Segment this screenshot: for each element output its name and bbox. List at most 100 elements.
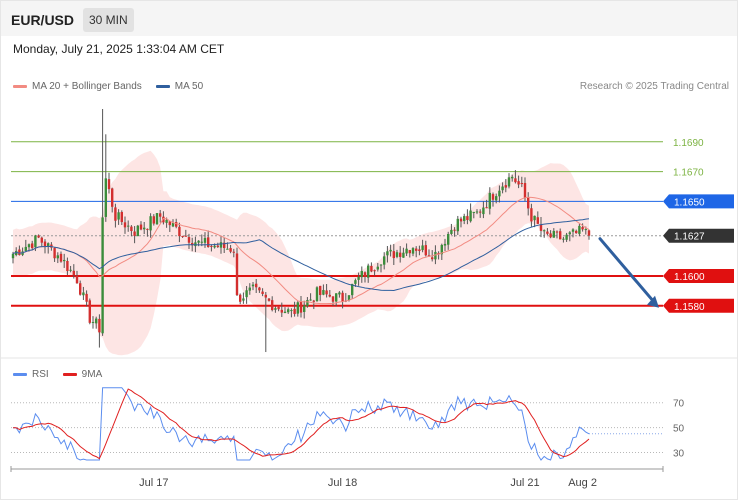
candle-body <box>408 250 411 254</box>
candle-body <box>463 216 466 221</box>
candle-body <box>223 242 226 249</box>
candle-body <box>392 251 395 259</box>
level-tag-1.1580: 1.1580 <box>663 298 734 313</box>
candle-body <box>235 253 239 296</box>
candle-body <box>575 230 578 234</box>
candle-body <box>299 301 303 313</box>
candle-body <box>18 249 21 256</box>
candle-body <box>107 179 111 190</box>
rsi-tick-70: 70 <box>673 399 685 410</box>
candle-body <box>47 243 50 247</box>
candle-body <box>213 245 216 248</box>
candle-body <box>424 245 427 256</box>
candle-body <box>152 216 155 224</box>
rsi-layer: 70 50 30 <box>1 357 737 461</box>
candle-body <box>40 237 43 243</box>
candle-body <box>427 255 431 257</box>
legend-item-ma20[interactable]: MA 20 + Bollinger Bands <box>13 81 142 92</box>
candle-body <box>226 248 229 250</box>
candle-body <box>322 289 325 295</box>
candle-body <box>251 284 255 287</box>
candle-body <box>328 294 331 297</box>
candle-body <box>418 249 421 252</box>
candle-body <box>264 294 267 298</box>
candle-body <box>517 181 520 185</box>
candle-body <box>293 308 296 314</box>
candle-body <box>578 225 581 234</box>
legend-item-rsi[interactable]: RSI <box>13 369 49 380</box>
level-tag-shape <box>663 228 734 243</box>
candle-body <box>31 243 34 249</box>
candle-body <box>303 305 306 312</box>
timeframe-badge[interactable]: 30 MIN <box>83 8 134 32</box>
candle-body <box>66 260 69 272</box>
level-tag-shape <box>663 298 734 313</box>
legend-item-rsi-ma[interactable]: 9MA <box>62 369 102 380</box>
candle-body <box>447 234 450 245</box>
candle-body <box>536 217 539 224</box>
candle-body <box>15 250 18 256</box>
candle-body <box>533 215 536 221</box>
level-labels-layer: 1.1690 1.1670 1.1650 1.1627 1.1600 1.1580 <box>663 138 734 313</box>
candle-body <box>287 309 290 313</box>
candle-body <box>178 226 181 237</box>
level-tag-1.1627: 1.1627 <box>663 228 734 243</box>
level-tag-shape <box>663 194 734 209</box>
main-legend: MA 20 + Bollinger Bands MA 50 <box>13 81 211 92</box>
ma50-swatch-icon <box>155 85 170 88</box>
candle-body <box>399 252 402 257</box>
candle-body <box>120 211 123 223</box>
candle-body <box>498 190 501 197</box>
candle-body <box>248 287 251 291</box>
candle-body <box>453 229 456 231</box>
candles-layer <box>11 108 591 353</box>
candle-body <box>79 283 82 295</box>
rsi-swatch-icon <box>13 373 27 376</box>
candle-body <box>191 242 194 246</box>
candle-body <box>450 229 453 234</box>
candle-body <box>56 255 59 259</box>
legend-label-ma20: MA 20 + Bollinger Bands <box>32 81 142 92</box>
ma20-line <box>12 196 590 305</box>
forecast-arrowhead-icon <box>647 295 659 308</box>
candle-body <box>111 188 114 207</box>
candle-body <box>277 306 280 310</box>
candle-body <box>219 242 223 248</box>
time-tick-label: Aug 2 <box>568 477 597 489</box>
level-lines-layer <box>11 141 663 307</box>
candle-body <box>306 299 309 307</box>
ma50-line <box>12 218 590 292</box>
candle-body <box>130 226 133 232</box>
candle-body <box>290 310 293 312</box>
rsi-tick-50: 50 <box>673 424 685 435</box>
time-tick-label: Jul 17 <box>139 477 168 489</box>
candle-body <box>283 311 287 314</box>
legend-item-ma50[interactable]: MA 50 <box>155 81 203 92</box>
candle-body <box>207 237 210 248</box>
candle-body <box>587 230 591 236</box>
candle-body <box>411 248 415 254</box>
candle-body <box>511 176 514 179</box>
candle-body <box>133 231 136 236</box>
candle-body <box>440 244 443 255</box>
symbol-title: EUR/USD <box>11 12 75 28</box>
candle-body <box>360 271 363 278</box>
time-tick-label: Jul 18 <box>328 477 357 489</box>
candle-body <box>69 269 72 271</box>
candle-body <box>383 256 386 265</box>
candle-body <box>75 275 79 284</box>
candle-body <box>104 178 107 217</box>
candle-body <box>143 227 146 230</box>
candle-body <box>95 318 98 324</box>
candle-body <box>72 270 75 275</box>
rsi-tick-30: 30 <box>673 449 685 460</box>
candle-body <box>405 248 408 254</box>
level-tag-text: 1.1600 <box>674 272 705 283</box>
candle-body <box>581 227 584 230</box>
candle-body <box>543 230 546 232</box>
candle-body <box>274 308 277 310</box>
candle-body <box>197 240 200 243</box>
level-tag-1.1650: 1.1650 <box>663 194 734 209</box>
level-tag-text: 1.1650 <box>674 197 705 208</box>
